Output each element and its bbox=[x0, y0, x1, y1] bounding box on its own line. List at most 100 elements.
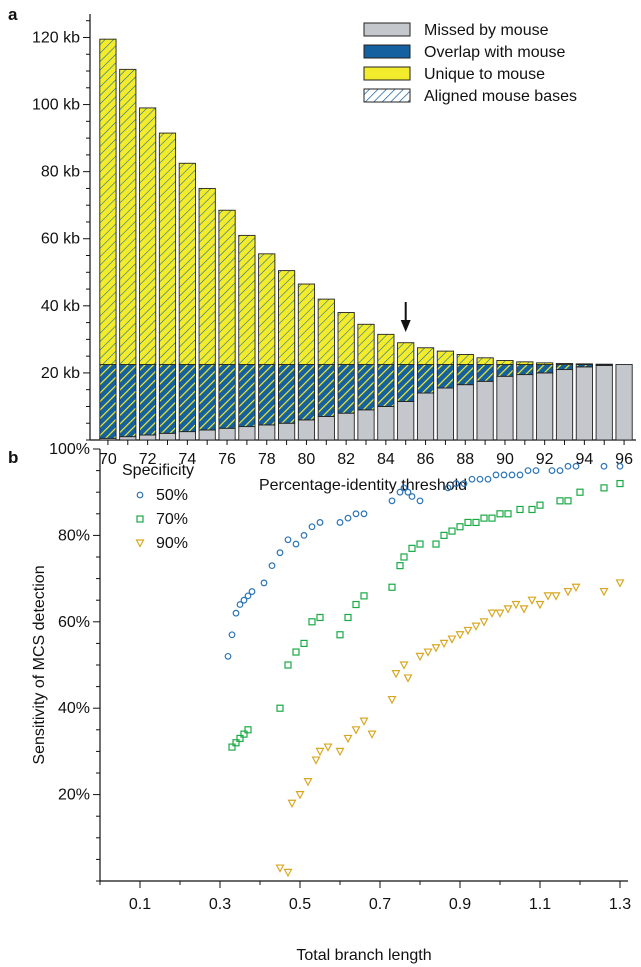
b-point-90pct bbox=[519, 605, 529, 614]
b-point-90pct bbox=[359, 717, 369, 726]
b-point-70pct bbox=[232, 739, 240, 747]
b-point-50pct bbox=[492, 471, 500, 479]
bar-missed bbox=[555, 369, 574, 441]
bar-missed bbox=[436, 387, 454, 441]
a-y-tick-label: 40 kb bbox=[41, 298, 80, 315]
b-point-90pct bbox=[283, 868, 293, 878]
b-point-50pct bbox=[460, 480, 468, 487]
b-point-90pct bbox=[287, 799, 297, 809]
bar-overlap bbox=[119, 364, 137, 438]
b-point-50pct bbox=[572, 462, 580, 470]
b-point-50pct bbox=[292, 540, 300, 548]
a-legend-label: Overlap with mouse bbox=[424, 44, 565, 61]
b-x-tick-label: 0.3 bbox=[209, 896, 231, 913]
b-point-70pct bbox=[472, 518, 480, 527]
b-point-90pct bbox=[487, 609, 497, 618]
b-point-70pct bbox=[536, 501, 544, 509]
b-point-50pct bbox=[236, 601, 244, 608]
bar-missed bbox=[416, 392, 435, 441]
b-point-90pct bbox=[571, 583, 581, 593]
bar-missed bbox=[476, 380, 494, 441]
b-point-90pct bbox=[431, 644, 441, 653]
bar-unique bbox=[158, 132, 177, 365]
b-point-50pct bbox=[484, 475, 492, 483]
bar-overlap bbox=[258, 364, 276, 426]
b-point-50pct bbox=[404, 488, 412, 496]
bar-overlap bbox=[238, 364, 256, 428]
bar-overlap bbox=[317, 364, 335, 417]
bar-unique bbox=[575, 363, 593, 365]
b-point-70pct bbox=[336, 631, 344, 639]
bar-unique bbox=[496, 360, 514, 365]
b-point-70pct bbox=[388, 583, 396, 591]
bar-unique bbox=[436, 350, 454, 365]
b-x-axis-title: Total branch length bbox=[296, 947, 431, 964]
b-x-tick-label: 1.1 bbox=[529, 896, 551, 913]
b-point-90pct bbox=[615, 579, 625, 588]
b-point-90pct bbox=[463, 626, 473, 636]
b-point-90pct bbox=[551, 592, 561, 601]
a-x-tick-label: 90 bbox=[496, 451, 514, 468]
b-point-90pct bbox=[543, 592, 553, 601]
bar-missed bbox=[397, 400, 415, 441]
b-point-70pct bbox=[284, 661, 292, 669]
b-point-90pct bbox=[351, 726, 361, 735]
a-x-tick-label: 80 bbox=[298, 451, 316, 468]
b-point-50pct bbox=[508, 471, 516, 479]
bar-overlap bbox=[436, 364, 454, 389]
b-point-50pct bbox=[600, 462, 608, 470]
b-point-50pct bbox=[532, 467, 540, 475]
b-x-tick-label: 1.3 bbox=[609, 896, 631, 913]
bar-overlap bbox=[416, 364, 435, 394]
bar-overlap bbox=[536, 364, 554, 374]
bar-unique bbox=[297, 283, 316, 365]
bar-overlap bbox=[278, 364, 296, 424]
bar-overlap bbox=[297, 364, 316, 421]
b-x-tick-label: 0.5 bbox=[289, 896, 311, 913]
bar-missed bbox=[615, 364, 633, 441]
bar-overlap bbox=[456, 364, 474, 386]
a-y-tick-label: 60 kb bbox=[41, 231, 80, 248]
bar-missed bbox=[297, 419, 316, 441]
b-point-90pct bbox=[335, 747, 345, 757]
a-x-tick-label: 94 bbox=[575, 451, 593, 468]
b-point-90pct bbox=[439, 639, 449, 649]
b-x-tick-label: 0.1 bbox=[129, 896, 151, 913]
bar-unique bbox=[456, 354, 474, 365]
b-point-50pct bbox=[476, 475, 484, 483]
a-y-tick-label: 80 kb bbox=[41, 164, 80, 181]
a-arrow-head bbox=[400, 320, 411, 332]
b-point-90pct bbox=[563, 587, 573, 597]
bar-unique bbox=[198, 187, 216, 365]
b-legend-label: 50% bbox=[156, 487, 188, 504]
b-point-90pct bbox=[303, 778, 313, 787]
b-point-50pct bbox=[416, 497, 424, 505]
bar-missed bbox=[119, 436, 137, 441]
bar-unique bbox=[516, 361, 534, 365]
b-point-90pct bbox=[403, 674, 413, 683]
b-x-tick-label: 0.9 bbox=[449, 896, 471, 913]
b-point-50pct bbox=[360, 510, 368, 518]
b-legend-label: 90% bbox=[156, 535, 188, 552]
b-point-50pct bbox=[248, 588, 256, 595]
b-point-50pct bbox=[616, 462, 624, 470]
a-x-tick-label: 74 bbox=[178, 451, 196, 468]
bar-unique bbox=[337, 312, 355, 365]
b-point-70pct bbox=[516, 505, 524, 514]
panel-b-chart: 20% 40% 60% 80% 100% 0.1 0.3 0.5 0.7 0.9 1.1 1.3 Tot… bbox=[31, 441, 631, 964]
bar-missed bbox=[158, 432, 177, 441]
bar-unique bbox=[476, 357, 494, 365]
b-point-50pct bbox=[408, 493, 416, 500]
b-y-tick-label: 40% bbox=[58, 700, 90, 717]
b-point-50pct bbox=[516, 471, 524, 479]
a-legend-label: Missed by mouse bbox=[424, 22, 549, 39]
b-point-70pct bbox=[556, 497, 564, 505]
a-legend-swatch bbox=[363, 66, 411, 81]
bar-missed bbox=[377, 406, 395, 441]
b-x-tick-label: 0.7 bbox=[369, 896, 391, 913]
b-point-50pct bbox=[224, 652, 232, 660]
b-point-90pct bbox=[511, 600, 521, 610]
bar-overlap bbox=[377, 364, 395, 407]
b-point-50pct bbox=[268, 562, 276, 570]
b-point-90pct bbox=[367, 730, 377, 739]
